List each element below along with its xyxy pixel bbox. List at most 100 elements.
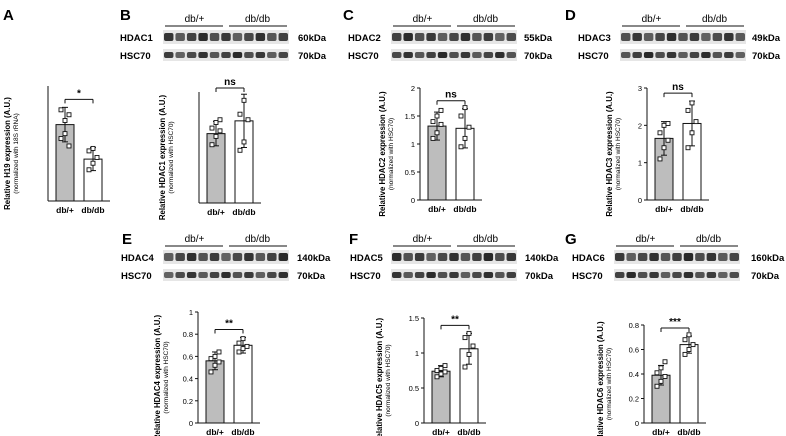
blot-band <box>735 33 745 41</box>
y-axis-sublabel: (normalized with HSC70) <box>615 118 622 190</box>
data-point <box>209 125 215 131</box>
data-point <box>240 346 246 352</box>
blot-band <box>506 253 516 261</box>
blot-band <box>460 52 471 58</box>
x-tick-label: db/+ <box>652 427 670 436</box>
data-point <box>657 130 663 136</box>
y-axis-sublabel: (normalized with HSC70) <box>168 121 175 193</box>
blot-band <box>232 272 243 278</box>
blot-mw-label: 70kDa <box>525 271 554 282</box>
x-tick-label: db/+ <box>432 427 450 436</box>
data-point <box>686 332 692 338</box>
blot-band <box>495 272 505 278</box>
blot-band <box>426 253 436 261</box>
blot-band <box>660 272 671 278</box>
blot-band <box>437 253 448 261</box>
blot-protein-label: HSC70 <box>348 51 379 62</box>
data-point <box>686 347 692 352</box>
blot-mw-label: 70kDa <box>297 271 326 282</box>
y-axis-label: Relative HDAC4 expression (A.U.) <box>153 314 162 436</box>
x-tick-label: db/+ <box>206 427 224 436</box>
blot-band <box>175 272 185 278</box>
data-point <box>682 351 688 357</box>
y-axis-sublabel: (normalized with 18S rRNA) <box>13 113 20 194</box>
y-tick-label: 0.4 <box>629 370 639 379</box>
blot-band <box>278 52 288 58</box>
blot-mw-label: 140kDa <box>525 253 559 264</box>
y-tick-label: 0.8 <box>183 330 193 339</box>
blot-band <box>267 52 277 58</box>
blot-protein-label: HDAC2 <box>348 33 381 44</box>
blot-band <box>244 272 254 278</box>
blot-band <box>221 52 231 58</box>
data-point <box>654 383 660 389</box>
blot-band <box>392 253 402 261</box>
y-tick-label: 0.6 <box>183 352 193 361</box>
blot-band <box>472 52 482 58</box>
data-point <box>462 105 468 111</box>
blot-band <box>678 52 688 58</box>
blot-band <box>621 52 631 58</box>
blot-band <box>221 253 231 261</box>
blot-band <box>209 253 220 261</box>
blot-band <box>164 253 174 261</box>
blot-band <box>689 52 700 58</box>
blot-band <box>706 253 717 261</box>
blot-band <box>449 33 459 41</box>
blot-band <box>414 272 425 278</box>
blot-band <box>724 52 734 58</box>
data-point <box>682 337 688 343</box>
blot-band <box>186 52 197 58</box>
blot-band <box>392 33 402 41</box>
data-point <box>661 122 667 128</box>
blot-band <box>255 253 266 261</box>
significance-label: *** <box>669 317 681 328</box>
data-point <box>241 139 247 145</box>
y-tick-label: 3 <box>638 84 642 93</box>
blot-band <box>483 52 494 58</box>
y-axis-sublabel: (normalized with HSC70) <box>388 118 395 190</box>
blot-band <box>255 33 266 41</box>
y-axis-label: Relative H19 expression (A.U.) <box>3 97 12 210</box>
data-point <box>90 160 96 166</box>
blot-band <box>666 52 677 58</box>
blot-band <box>221 33 231 41</box>
blot-band <box>655 52 665 58</box>
blot-band <box>637 253 648 261</box>
blot-band <box>209 52 220 58</box>
data-point <box>213 120 219 125</box>
group-header-treated: db/db <box>473 234 498 245</box>
data-point <box>689 130 695 136</box>
blot-band <box>701 33 711 41</box>
blot-band <box>175 33 185 41</box>
blot-band <box>437 33 448 41</box>
data-point <box>685 145 691 151</box>
blot-band <box>666 33 677 41</box>
y-tick-label: 0.8 <box>629 321 639 330</box>
data-point <box>434 130 440 136</box>
blot-band <box>403 52 413 58</box>
blot-protein-label: HSC70 <box>578 51 609 62</box>
blot-band <box>426 52 436 58</box>
blot-band <box>198 272 208 278</box>
y-tick-label: 0.2 <box>183 397 193 406</box>
blot-band <box>164 52 174 58</box>
data-point <box>241 97 247 103</box>
blot-band <box>198 52 208 58</box>
y-axis-label: Relative HDAC2 expression (A.U.) <box>378 91 387 217</box>
significance-label: ns <box>672 82 684 93</box>
blot-band <box>672 272 682 278</box>
blot-protein-label: HSC70 <box>350 271 381 282</box>
x-tick-label: db/db <box>457 427 480 436</box>
blot-band <box>209 272 220 278</box>
y-tick-label: 1.5 <box>405 112 415 121</box>
blot-band <box>615 272 625 278</box>
y-tick-label: 1 <box>189 308 193 317</box>
data-point <box>430 135 436 141</box>
panel-letter: B <box>120 7 131 24</box>
y-tick-label: 2 <box>411 84 415 93</box>
x-tick-label: db/db <box>231 427 254 436</box>
